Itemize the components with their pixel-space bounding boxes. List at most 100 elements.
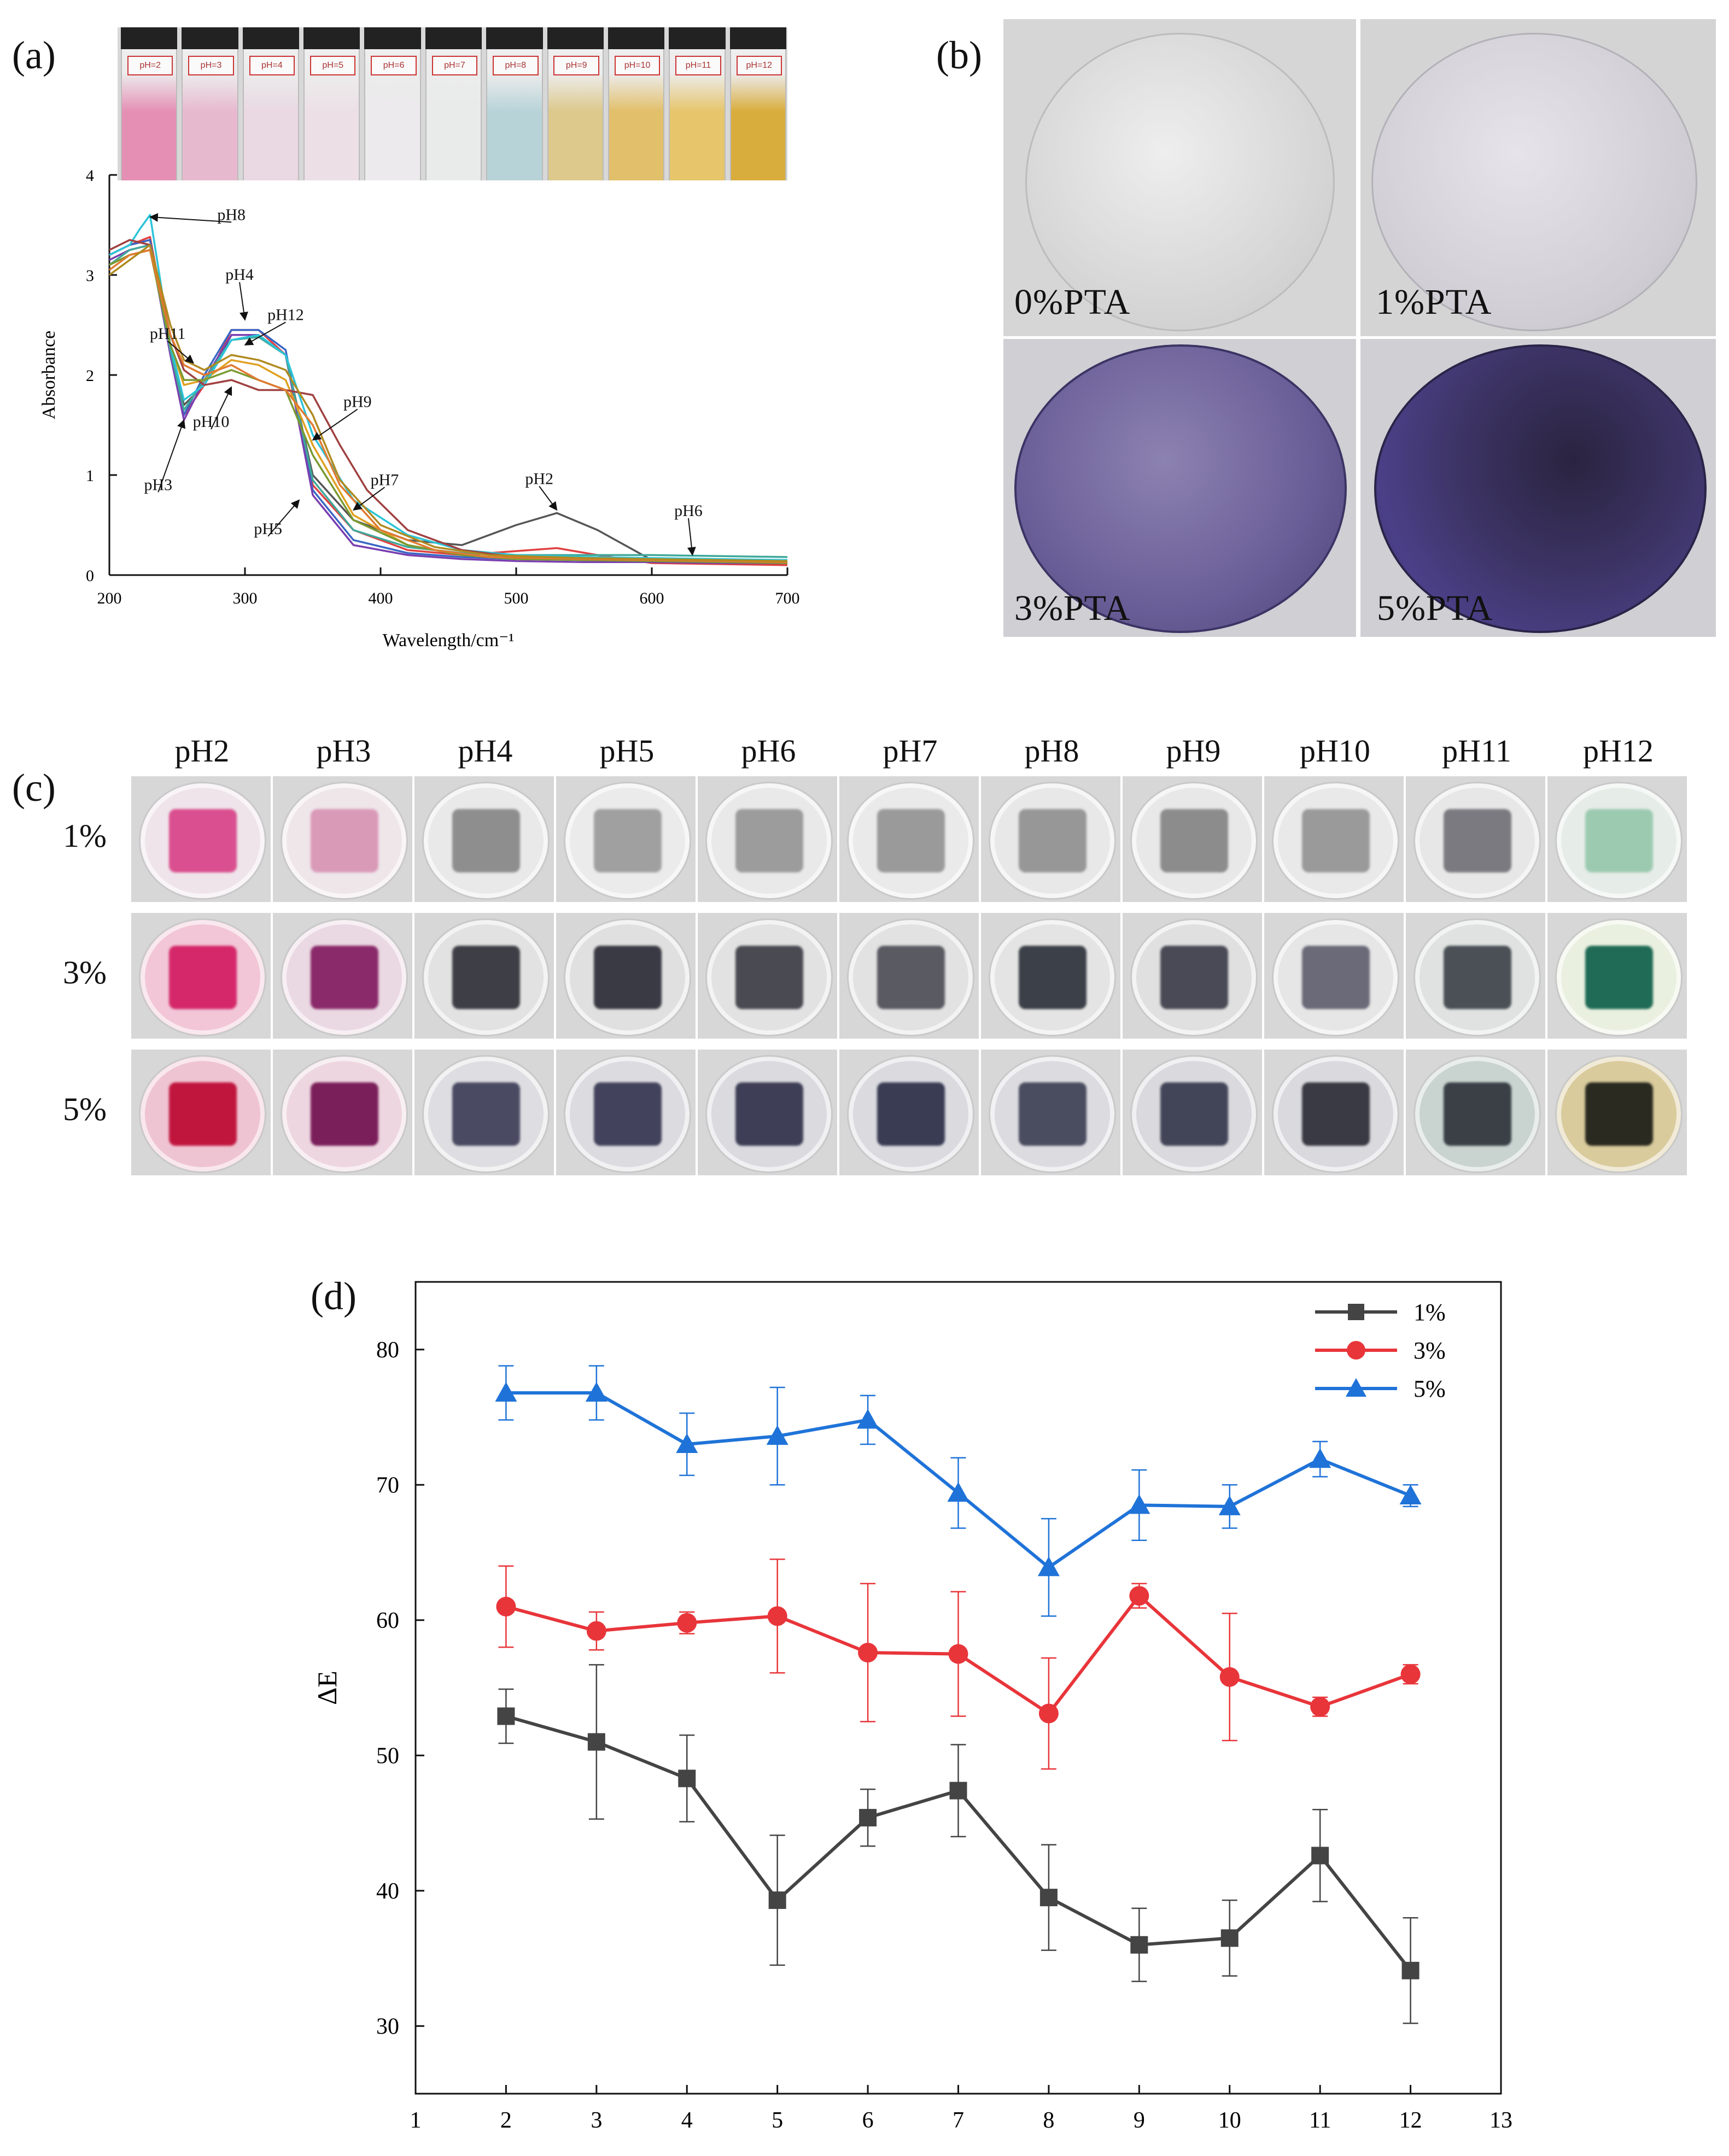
data-point [678,1770,696,1788]
petri-dish [1130,782,1258,900]
petri-dish [281,918,408,1036]
petri-dish [1555,782,1683,900]
petri-dish [281,1055,408,1173]
vial-label: pH=12 [736,56,782,75]
data-point [1311,1847,1329,1865]
legend: 1% 3% 5% [1315,1299,1446,1402]
data-point [676,1433,698,1453]
annotation-arrow [687,518,696,556]
film-sample [1018,809,1087,872]
panel-label-a: (a) [12,33,56,77]
column-label: pH12 [1583,733,1654,769]
petri-dish [989,918,1116,1036]
petri-dish [564,1055,691,1173]
annotation-label: pH9 [343,393,372,411]
film-photo-1pta: 1%PTA [1360,19,1716,336]
petri-dish [1272,918,1399,1036]
sample-cell [1123,1050,1262,1175]
annotation-label: pH8 [217,206,246,224]
sample-cell [273,776,412,902]
annotation-label: pH12 [267,306,304,324]
annotation-arrow [149,213,232,223]
data-point [1128,1494,1150,1514]
data-point [585,1381,608,1402]
petri-dish [1413,782,1541,900]
film-sample [1160,809,1228,872]
petri-dish [989,1055,1116,1173]
vial-label: pH=3 [188,56,234,75]
film-sample [1585,1082,1653,1146]
y-tick-label: 30 [376,2014,399,2039]
sample-cell [273,913,412,1039]
vial-cap [608,27,665,49]
vial-label: pH=2 [127,56,173,75]
sample-cell [1547,913,1687,1039]
petri-dish [705,918,833,1036]
sample-cell [1123,913,1262,1039]
sample-cell [414,913,554,1039]
sample-cell [414,776,554,902]
film-sample [1160,1082,1228,1146]
petri-dish [422,782,550,900]
y-tick-label: 2 [86,367,94,385]
x-tick-label: 4 [681,2108,693,2133]
vial: pH=11 [669,27,726,180]
ph-grid-figure: pH2 pH3 pH4 pH5 pH6 pH7 pH8 pH9 pH10 pH11 pH12 1% 3%… [63,733,1687,1175]
annotation-arrow [267,499,300,537]
x-tick-label: 11 [1309,2108,1331,2133]
film-sample [1301,809,1370,872]
data-point [1401,1961,1420,1979]
sample-cell [1264,913,1404,1039]
data-point [587,1733,605,1751]
film-sample [452,1082,520,1146]
annotation-label: pH2 [525,470,553,488]
annotation-arrow [167,341,194,364]
sample-cell [839,913,979,1039]
delta-e-chart: 12345678910111213304050607080pHΔE1%3%5% [312,1281,1512,2154]
legend-label: 5% [1413,1375,1446,1402]
annotation-label: pH10 [193,413,230,431]
vial: pH=12 [729,27,786,180]
petri-dish [989,782,1116,900]
y-tick-label: 3 [86,267,94,285]
film-sample [310,809,378,872]
film-sample [877,1082,945,1146]
annotation-arrow [353,487,385,511]
panel-label-b: (b) [936,33,982,77]
data-point [495,1381,517,1402]
column-label: pH7 [883,733,938,769]
data-point [497,1707,515,1725]
y-tick-label: 60 [376,1608,399,1633]
film-sample [1585,946,1653,1009]
sample-cell [1264,1050,1404,1175]
row-label: 5% [63,1091,107,1127]
caption-3pta: 3%PTA [1014,588,1131,628]
petri-dish [1272,1055,1399,1173]
column-label: pH8 [1024,733,1079,769]
film-sample [877,809,945,872]
sample-cell [698,1050,837,1175]
sample-cell [414,1050,554,1175]
sample-cell [981,776,1120,902]
petri-dish [1555,918,1683,1036]
x-tick-label: 13 [1489,2108,1512,2133]
data-point [677,1613,697,1633]
sample-cell [273,1050,412,1175]
petri-dish [1130,1055,1258,1173]
film-sample [1443,1082,1511,1146]
film-sample [168,809,237,872]
sample-cell [556,1050,696,1175]
y-axis-label: Absorbance [39,331,59,419]
uv-vis-chart: 200 300 400 500 600 700 0 1 2 3 4 Wavelength/cm⁻¹ Ab… [39,167,800,651]
film-sample [1018,1082,1087,1146]
petri-dish [422,1055,550,1173]
data-point [948,1644,968,1664]
x-tick-label: 3 [591,2108,602,2133]
vial-label: pH=6 [371,56,417,75]
x-tick-label: 700 [775,589,800,607]
annotation-arrow [239,282,248,321]
data-point [586,1621,606,1641]
annotation-label: pH4 [225,266,254,284]
vial-cap [425,27,482,49]
sample-cell [981,913,1120,1039]
